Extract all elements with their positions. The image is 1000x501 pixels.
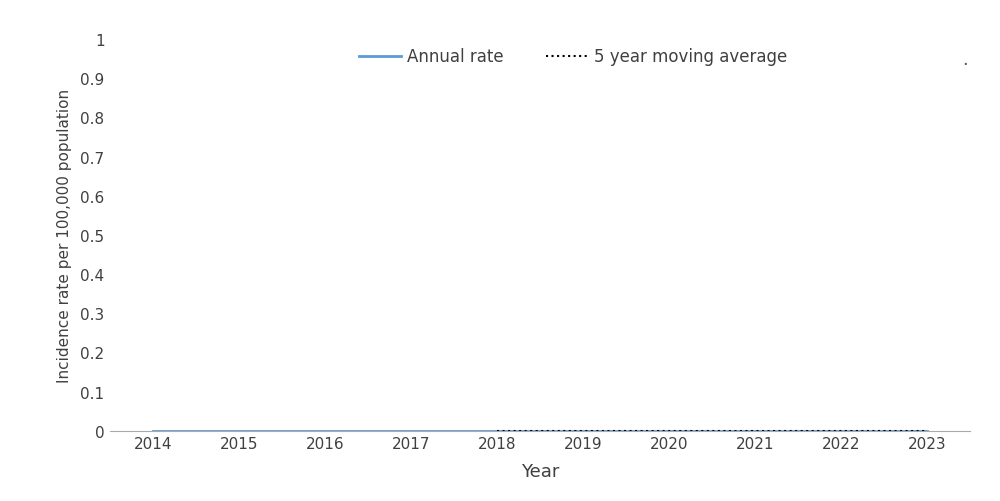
Annual rate <box>405 428 417 434</box>
Annual rate <box>577 428 589 434</box>
Annual rate <box>319 428 331 434</box>
Y-axis label: Incidence rate per 100,000 population: Incidence rate per 100,000 population <box>57 89 72 382</box>
Text: .: . <box>962 51 968 69</box>
Annual rate <box>749 428 761 434</box>
5 year moving average <box>749 428 761 434</box>
5 year moving average <box>663 428 675 434</box>
X-axis label: Year: Year <box>521 462 559 480</box>
Annual rate <box>491 428 503 434</box>
Legend: Annual rate, 5 year moving average: Annual rate, 5 year moving average <box>359 49 787 66</box>
Annual rate <box>663 428 675 434</box>
Annual rate <box>921 428 933 434</box>
Annual rate <box>835 428 847 434</box>
Annual rate <box>233 428 245 434</box>
5 year moving average <box>577 428 589 434</box>
Annual rate <box>147 428 159 434</box>
5 year moving average <box>921 428 933 434</box>
5 year moving average <box>491 428 503 434</box>
5 year moving average <box>835 428 847 434</box>
